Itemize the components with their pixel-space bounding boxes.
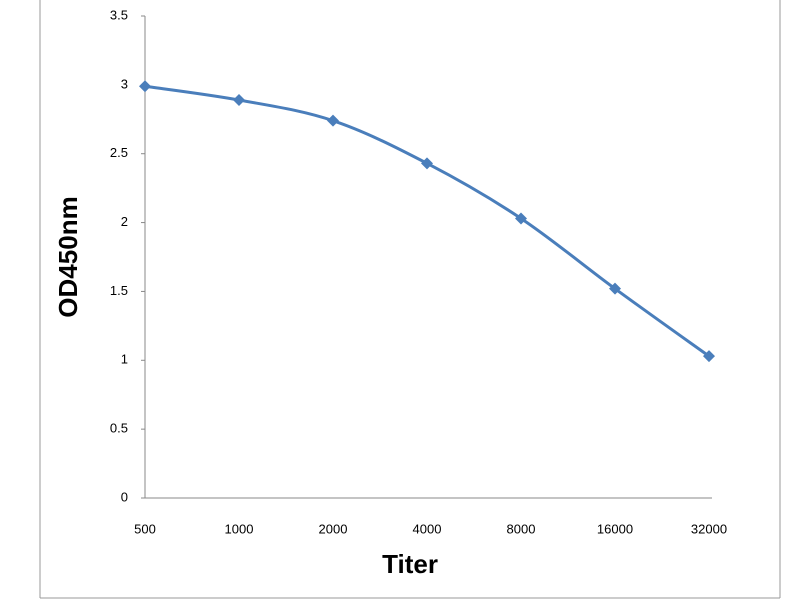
data-point [609, 282, 621, 295]
data-point [515, 212, 527, 225]
y-tick-label: 0.5 [110, 421, 128, 436]
data-point [703, 350, 715, 363]
y-tick-label: 2 [121, 214, 128, 229]
data-point [421, 157, 433, 170]
data-point [233, 94, 245, 107]
y-tick-label: 3.5 [110, 7, 128, 22]
data-point [139, 80, 151, 93]
x-tick-label: 4000 [413, 521, 442, 536]
y-tick-label: 0 [121, 489, 128, 504]
x-tick-label: 500 [134, 521, 156, 536]
y-tick-label: 1 [121, 352, 128, 367]
y-tick-label: 3 [121, 76, 128, 91]
y-tick-label: 1.5 [110, 283, 128, 298]
x-tick-label: 2000 [319, 521, 348, 536]
data-point [327, 114, 339, 127]
y-axis-title: OD450nm [53, 196, 83, 317]
x-tick-label: 1000 [225, 521, 254, 536]
data-line [144, 84, 710, 358]
x-tick-label: 8000 [507, 521, 536, 536]
x-tick-label: 32000 [691, 521, 727, 536]
x-axis-title: Titer [382, 549, 438, 579]
x-tick-label: 16000 [597, 521, 633, 536]
y-tick-label: 2.5 [110, 145, 128, 160]
